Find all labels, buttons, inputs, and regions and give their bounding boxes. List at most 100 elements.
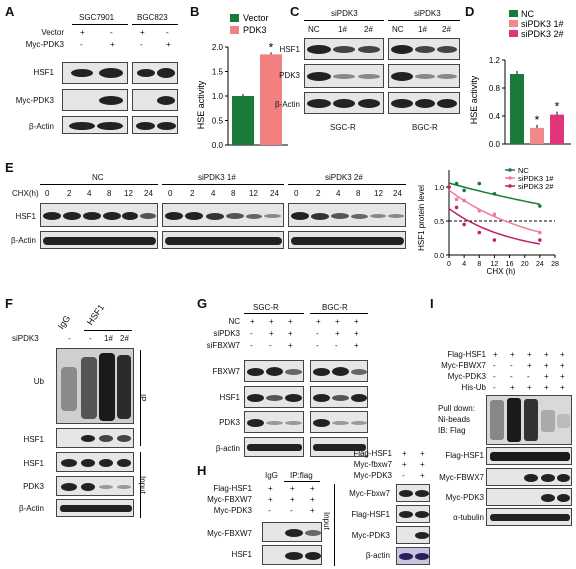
legend-swatch-sipdk3-1 (509, 20, 518, 27)
blot-image (310, 411, 368, 433)
sign: + (420, 449, 425, 458)
lane-group-label: IP:flag (290, 471, 313, 480)
sign: + (288, 341, 293, 350)
blot-label: Myc-Fbxw7 (349, 489, 390, 498)
data-point (462, 198, 466, 203)
fit-curve (448, 207, 541, 245)
lane-label: 1# (338, 25, 347, 34)
blot-label: β-Actin (274, 100, 300, 109)
timepoint: 0 (294, 189, 299, 198)
data-point (477, 181, 482, 186)
blot-image (486, 508, 572, 526)
blot-image (56, 348, 134, 424)
data-point (462, 222, 466, 227)
x-tick-label: 0 (447, 261, 451, 268)
timepoint: 12 (249, 189, 258, 198)
blot-image (62, 89, 128, 111)
blot-label: FBXW7 (212, 367, 240, 376)
significance-marker: * (269, 40, 274, 54)
blot-image (388, 38, 460, 60)
legend-label: siPDK3 2# (518, 182, 554, 191)
legend-label: NC (518, 166, 529, 175)
sign: - (250, 341, 253, 350)
blot-image (396, 547, 430, 565)
y-tick-label: 1.0 (212, 92, 224, 101)
blot-image (132, 62, 178, 84)
row-label: Myc-PDK3 (25, 40, 64, 49)
sign: - (316, 329, 319, 338)
timepoint: 2 (190, 189, 195, 198)
sign: + (527, 383, 532, 392)
group-label: siPDK3 1# (198, 173, 236, 182)
y-tick-label: 0.0 (489, 140, 501, 148)
sign: + (560, 350, 565, 359)
bar (550, 114, 564, 144)
group-label: siPDK3 (331, 9, 358, 18)
group-label: siPDK3 (414, 9, 441, 18)
sign: - (68, 334, 71, 343)
significance-marker: * (535, 113, 540, 127)
blot-label: Myc-FBWX7 (439, 473, 484, 482)
timepoint: 4 (87, 189, 92, 198)
sign: - (493, 361, 496, 370)
blot-image (162, 231, 284, 249)
hse-activity-chart-d: HSE activity 0.0 0.4 0.8 1.2 * * NC siPDK3 1… (469, 9, 571, 148)
sign: + (544, 361, 549, 370)
lane-label: 2# (364, 25, 373, 34)
x-tick-label: 4 (462, 261, 466, 268)
blot-label: HSF1 (279, 45, 300, 54)
data-point (477, 230, 482, 235)
lane-label: 1# (418, 25, 427, 34)
group-label: NC (92, 173, 104, 182)
blot-image (310, 437, 368, 457)
legend-label: PDK3 (243, 25, 267, 35)
blot-label: Flag-HSF1 (351, 510, 390, 519)
hse-activity-chart-b: HSE activity 0.0 0.5 1.0 1.5 2.0 * Vector PD… (196, 13, 288, 150)
sign: + (402, 449, 407, 458)
timepoint: 4 (336, 189, 341, 198)
data-point (447, 185, 451, 189)
timepoint: 2 (67, 189, 72, 198)
blot-image (244, 411, 304, 433)
blot-image (40, 231, 158, 249)
row-label: Flag-HSF1 (353, 449, 392, 458)
blot-image (396, 484, 430, 502)
legend-label: Vector (243, 13, 269, 23)
x-tick-label: 12 (491, 261, 499, 268)
timepoint: 8 (231, 189, 236, 198)
panel-d-letter: D (465, 4, 475, 19)
timepoint: 8 (356, 189, 361, 198)
lane-label: NC (392, 25, 404, 34)
blot-image (486, 488, 572, 506)
sign: + (560, 361, 565, 370)
blot-label: PDK3 (23, 482, 44, 491)
sign: + (310, 484, 315, 493)
lane-label: 2# (442, 25, 451, 34)
blot-label: β-Actin (18, 504, 44, 513)
blot-image (56, 428, 134, 448)
y-axis-label: HSE activity (469, 75, 479, 124)
sign: + (80, 28, 85, 37)
data-point (538, 204, 542, 208)
sign: - (527, 372, 530, 381)
x-tick-label: 8 (477, 261, 481, 268)
blot-image (388, 64, 460, 88)
blot-label: β-Actin (28, 122, 54, 131)
row-label: Myc-FBWX7 (441, 361, 486, 370)
sign: 1# (104, 334, 113, 343)
cell-line-label: BGC-R (412, 123, 438, 132)
sign: + (268, 495, 273, 504)
panel-h-letter: H (197, 463, 207, 478)
sign: + (110, 40, 115, 49)
data-point (462, 188, 466, 193)
timepoint: 12 (124, 189, 133, 198)
sign: + (510, 383, 515, 392)
legend-swatch-sipdk3-2 (509, 30, 518, 37)
blot-image (56, 452, 134, 472)
timepoint: 12 (374, 189, 383, 198)
y-tick-label: 1.5 (212, 68, 224, 77)
blot-label: Myc-FBXW7 (207, 529, 252, 538)
sign: - (110, 28, 113, 37)
group-label: siPDK3 2# (325, 173, 363, 182)
lane-label: NC (308, 25, 320, 34)
